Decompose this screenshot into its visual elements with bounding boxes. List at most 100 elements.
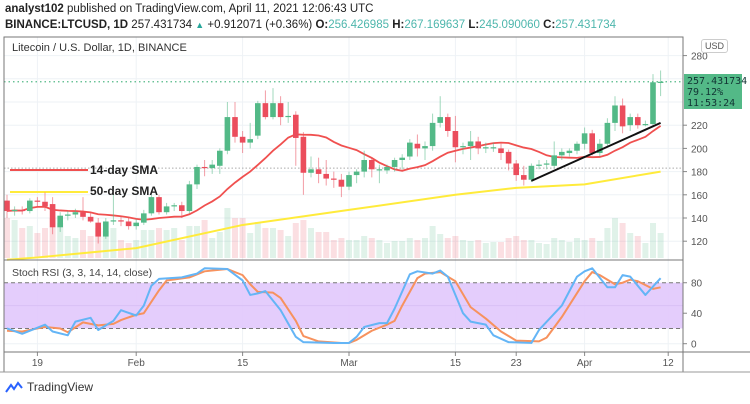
- candle: [642, 120, 649, 127]
- author[interactable]: analyst102: [5, 3, 64, 15]
- candle-body: [34, 200, 41, 202]
- volume-bar: [102, 231, 109, 258]
- sma50-annotation: 50-day SMA: [90, 184, 159, 198]
- volume-bar: [612, 218, 618, 258]
- volume-bar: [11, 220, 18, 258]
- price-change: +0.912071 (+0.36%): [207, 19, 313, 31]
- candle: [110, 194, 117, 225]
- volume-bar: [216, 232, 223, 258]
- candle: [543, 160, 550, 170]
- candle-body: [255, 103, 261, 136]
- time-axis-label: 15: [237, 358, 249, 369]
- currency-button[interactable]: USD: [701, 39, 729, 53]
- time-axis-label: 12: [663, 358, 675, 369]
- candle-body: [19, 209, 25, 212]
- candle-body: [650, 82, 656, 125]
- candle-body: [27, 200, 33, 212]
- price-axis-label: 160: [691, 191, 708, 202]
- candle: [384, 164, 390, 174]
- volume-bar: [406, 238, 413, 258]
- candle-body: [369, 160, 375, 170]
- candle: [171, 202, 177, 212]
- candle-body: [224, 117, 231, 151]
- candle-body: [414, 143, 421, 149]
- volume-bar: [551, 238, 558, 258]
- candle-body: [566, 150, 573, 154]
- volume-bar: [353, 240, 360, 258]
- candle: [407, 139, 413, 160]
- candle-body: [513, 163, 519, 176]
- volume-bar: [308, 228, 314, 258]
- volume-bar: [110, 228, 117, 258]
- symbol: BINANCE:LTCUSD, 1D: [5, 19, 129, 31]
- candle: [247, 122, 253, 149]
- candle-body: [262, 103, 269, 118]
- candle: [619, 98, 626, 134]
- candle: [209, 160, 215, 174]
- volume-bar: [444, 238, 451, 258]
- candle: [445, 113, 451, 137]
- candle: [27, 198, 33, 214]
- stoch-axis-label: 40: [691, 309, 703, 320]
- candle: [627, 113, 633, 131]
- volume-bar: [414, 240, 421, 258]
- volume-bar: [475, 240, 482, 258]
- volume-bar: [323, 232, 330, 258]
- volume-bar: [42, 228, 48, 258]
- low-label: L:: [468, 19, 480, 31]
- volume-bar: [520, 240, 527, 258]
- candle-body: [399, 157, 405, 160]
- candle: [338, 173, 345, 198]
- volume-bar: [384, 243, 390, 258]
- candle: [604, 118, 611, 147]
- volume-bar: [201, 220, 208, 258]
- candle: [72, 208, 79, 218]
- volume-bar: [140, 230, 147, 258]
- candle-body: [270, 103, 276, 118]
- last-price-label: 257.431734 79.12% 11:53:24: [684, 74, 747, 109]
- candle-body: [543, 163, 550, 165]
- tradingview-logo[interactable]: TradingView: [5, 380, 93, 394]
- candle-body: [42, 201, 48, 207]
- candle: [95, 218, 101, 244]
- volume-bar: [581, 240, 588, 258]
- volume-bar: [209, 238, 216, 258]
- candle-body: [148, 197, 155, 214]
- candle: [201, 160, 208, 177]
- volume-bar: [224, 208, 231, 258]
- candle-body: [118, 220, 124, 222]
- candle: [224, 102, 231, 155]
- candle-body: [452, 131, 459, 148]
- volume-bar: [125, 243, 132, 258]
- volume-bar: [429, 226, 436, 258]
- candle: [255, 100, 261, 140]
- volume-bar: [163, 230, 170, 258]
- tradingview-logo-icon: [5, 381, 23, 393]
- candle: [232, 102, 238, 143]
- volume-bar: [452, 236, 459, 258]
- volume-bar: [262, 228, 269, 258]
- candle-body: [323, 173, 329, 179]
- candle: [589, 129, 595, 156]
- candle: [148, 194, 155, 216]
- candle: [414, 134, 421, 157]
- symbol-info: BINANCE:LTCUSD, 1D 257.431734 ▲ +0.91207…: [5, 19, 616, 31]
- volume-bar: [528, 240, 535, 258]
- candle: [437, 96, 443, 128]
- high-value: 267.169637: [404, 19, 466, 31]
- candle-body: [353, 171, 360, 176]
- candle: [300, 132, 307, 195]
- candle-body: [475, 141, 481, 149]
- candle-body: [163, 206, 170, 213]
- candle: [103, 218, 109, 239]
- up-arrow-icon: ▲: [195, 20, 205, 30]
- candle: [597, 139, 603, 157]
- candle-body: [49, 204, 56, 228]
- close-value: 257.431734: [555, 19, 617, 31]
- volume-bar: [498, 242, 504, 258]
- stoch-axis-label: 80: [691, 279, 703, 290]
- candle: [574, 141, 580, 155]
- volume-bar: [239, 218, 246, 258]
- volume-bar: [467, 241, 474, 258]
